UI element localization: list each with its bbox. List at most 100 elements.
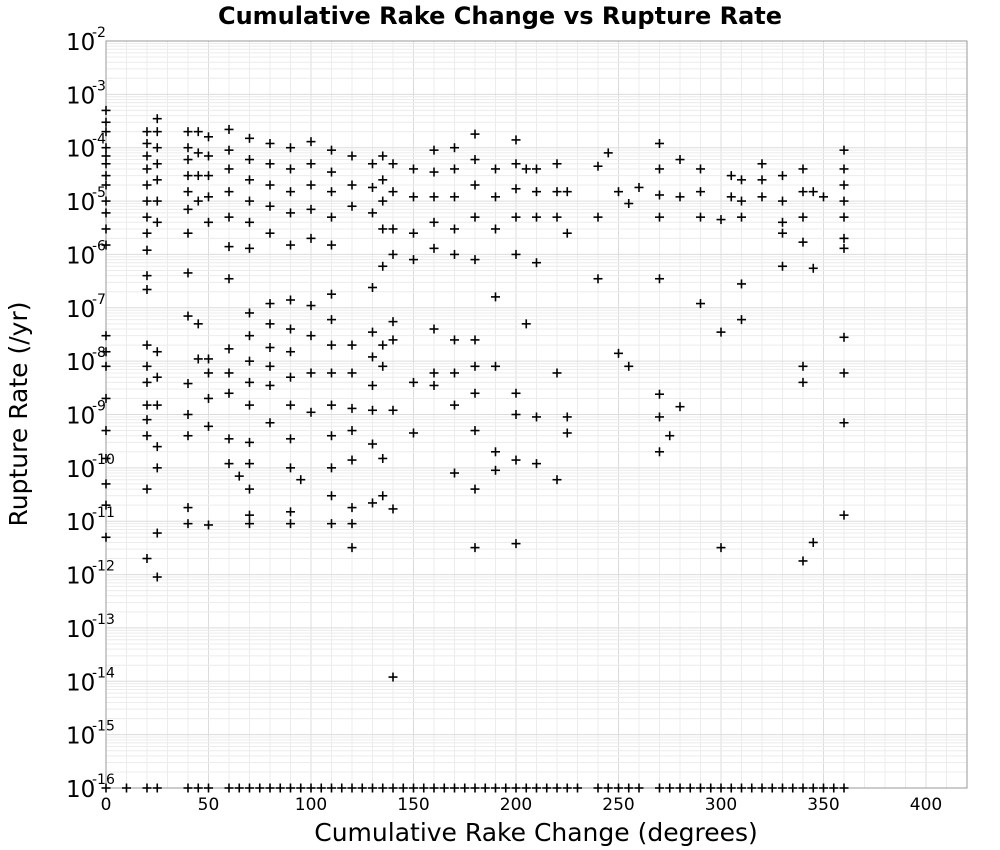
data-point [224,783,234,793]
data-point [327,783,336,793]
data-point [429,380,439,390]
data-point [737,175,746,185]
data-point [245,133,254,143]
data-point [327,519,336,529]
data-point [829,783,839,793]
data-point [224,145,234,155]
data-point [152,217,162,227]
data-point [306,368,316,378]
data-point [347,543,357,553]
data-point [552,368,562,378]
data-point [101,500,111,510]
x-tick-label: 150 [397,795,429,815]
data-point [368,498,377,508]
data-point [409,783,418,793]
y-tick-exponent: -8 [92,345,106,361]
data-point [696,187,705,197]
y-tick-label: 10 [66,457,95,483]
data-point [245,175,254,185]
data-point [337,783,347,793]
data-point [603,783,613,793]
data-point [193,354,203,364]
x-axis-ticks: 0 50 100 150 200 250 300 350 400 [101,795,943,815]
data-point [378,261,388,271]
data-point [470,484,480,494]
data-point [388,159,398,169]
data-point [327,340,336,350]
data-point [265,228,275,238]
data-point [839,332,849,342]
data-point [347,368,357,378]
data-point [737,279,746,289]
data-point [152,196,162,206]
data-point [839,243,849,253]
data-point [562,187,572,197]
data-point [593,161,603,171]
y-tick-exponent: -9 [92,399,106,415]
y-tick-label: 10 [66,350,95,376]
data-point [224,164,234,174]
data-point [327,145,336,155]
data-point [142,783,152,793]
data-point [429,145,439,155]
data-point [737,212,746,222]
data-point [286,240,295,250]
data-point [286,783,295,793]
data-point [101,532,111,542]
data-point [450,468,459,478]
data-point [368,282,377,292]
data-point [798,556,808,566]
data-point [193,171,203,181]
data-point [327,167,336,177]
data-point [788,783,798,793]
data-point [532,164,541,174]
data-point [245,196,254,206]
data-point [224,344,234,354]
data-point [696,299,705,309]
data-point [286,164,295,174]
data-point [378,151,388,161]
data-point [183,431,193,441]
data-point [183,171,193,181]
data-point [388,672,398,682]
y-tick-label: 10 [66,297,95,323]
data-point [655,389,664,399]
data-point [624,361,634,371]
data-point [347,151,357,161]
data-point [470,335,480,345]
data-point [593,783,603,793]
data-point [726,171,736,181]
y-tick-exponent: -15 [92,719,115,735]
data-point [716,327,726,337]
data-point [450,249,459,259]
data-point [388,783,398,793]
data-point [245,510,254,520]
data-point [204,171,213,181]
data-point [819,192,828,202]
data-point [245,519,254,529]
data-point [183,143,193,153]
data-point [275,783,285,793]
data-point [808,187,818,197]
data-point [501,783,511,793]
data-point [142,484,152,494]
data-point [224,124,234,134]
data-point [101,159,111,169]
data-point [265,180,275,190]
data-point [306,783,316,793]
data-point [306,204,316,214]
data-point [265,319,275,329]
data-point [142,554,152,564]
data-point [757,159,767,169]
data-point [450,783,459,793]
data-point [142,431,152,441]
data-point [193,148,203,158]
data-point [429,243,439,253]
data-point [265,361,275,371]
data-point [798,187,808,197]
data-point [152,143,162,153]
data-point [368,352,377,362]
data-point [204,192,213,202]
x-axis-label: Cumulative Rake Change (degrees) [314,818,758,847]
